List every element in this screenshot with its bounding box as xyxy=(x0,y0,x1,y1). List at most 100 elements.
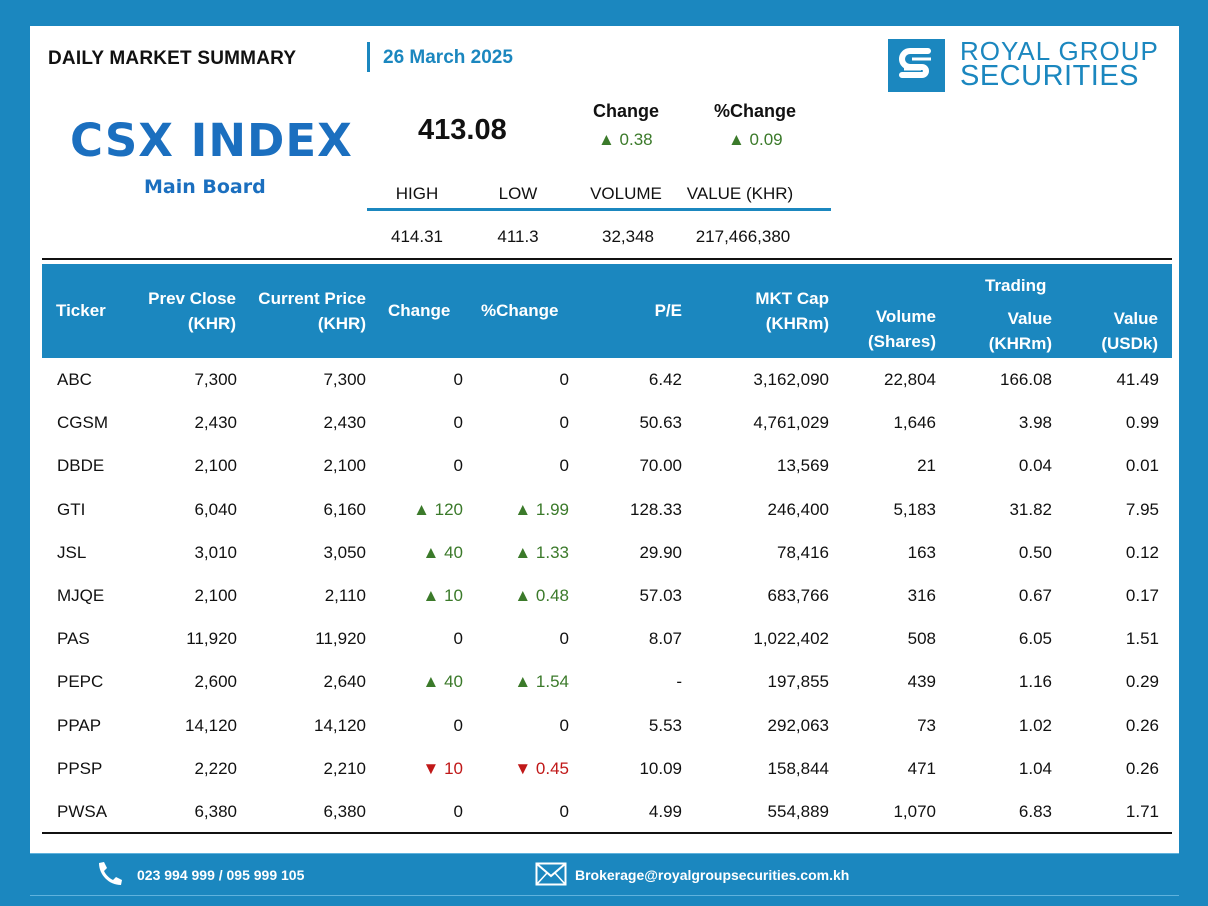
cell-value-usd: 1.71 xyxy=(1125,802,1159,821)
stat-value-volume: 32,348 xyxy=(602,227,654,246)
cell-change: ▼ 10 xyxy=(422,758,463,778)
cell-current-price: 2,430 xyxy=(323,413,366,433)
cell-current-price: 11,920 xyxy=(315,629,366,649)
cell-ticker: PPAP xyxy=(57,715,102,735)
stat-header-volume: VOLUME xyxy=(590,184,662,203)
table-row: PAS 11,920 11,920 0 0 8.07 1,022,402 508 6.05 1.5… xyxy=(30,629,1179,659)
summary-card: DAILY MARKET SUMMARY 26 March 2025 ROYAL… xyxy=(30,26,1179,853)
cell-change: 0 xyxy=(453,802,463,821)
cell-trading-value: 3.98 xyxy=(1018,413,1052,433)
pct-change-value: ▲ 0.09 xyxy=(728,130,783,149)
cell-prev-close: 11,920 xyxy=(186,629,237,649)
cell-pct-change: 0 xyxy=(559,629,569,649)
cell-pct-change: ▲ 0.48 xyxy=(514,586,569,605)
index-name: CSX INDEX xyxy=(70,114,353,167)
email-icon xyxy=(535,862,567,891)
th-volume: Volume (Shares) xyxy=(867,307,936,351)
cell-pct-change: 0 xyxy=(559,456,569,476)
cell-pct-change: ▲ 1.99 xyxy=(514,499,569,519)
cell-change: 0 xyxy=(453,715,463,735)
table-row: ABC 7,300 7,300 0 0 6.42 3,162,090 22,804 166.08… xyxy=(30,370,1179,400)
cell-pe: 57.03 xyxy=(639,586,682,605)
th-pct-change: %Change xyxy=(481,301,559,320)
header-gap xyxy=(368,358,571,360)
cell-trading-value: 0.67 xyxy=(1018,586,1052,605)
cell-change: ▲ 10 xyxy=(422,586,463,605)
cell-mkt-cap: 197,855 xyxy=(767,672,829,692)
th-mkt-cap: MKT Cap (KHRm) xyxy=(755,289,829,333)
cell-prev-close: 2,100 xyxy=(194,586,237,605)
footer-email[interactable]: Brokerage@royalgroupsecurities.com.kh xyxy=(575,867,850,883)
cell-prev-close: 2,600 xyxy=(194,672,237,692)
cell-volume: 316 xyxy=(907,586,936,605)
cell-pct-change: ▲ 1.33 xyxy=(514,542,569,562)
cell-value-usd: 0.26 xyxy=(1125,758,1159,778)
cell-ticker: DBDE xyxy=(57,456,105,476)
cell-pe: 6.42 xyxy=(648,370,682,389)
th-prev-close: Prev Close (KHR) xyxy=(148,289,236,333)
cell-current-price: 6,380 xyxy=(323,802,366,821)
cell-mkt-cap: 554,889 xyxy=(767,802,829,821)
change-label: Change xyxy=(593,101,660,121)
cell-current-price: 2,210 xyxy=(323,758,366,778)
cell-prev-close: 7,300 xyxy=(194,370,237,389)
cell-current-price: 3,050 xyxy=(323,542,366,562)
cell-change: ▲ 120 xyxy=(413,499,463,519)
cell-volume: 471 xyxy=(907,758,936,778)
cell-volume: 22,804 xyxy=(884,370,936,389)
cell-mkt-cap: 683,766 xyxy=(767,586,829,605)
cell-pct-change: 0 xyxy=(559,715,569,735)
cell-trading-value: 6.05 xyxy=(1018,629,1052,649)
cell-value-usd: 0.17 xyxy=(1125,586,1159,605)
cell-mkt-cap: 246,400 xyxy=(767,499,829,519)
cell-mkt-cap: 13,569 xyxy=(777,456,829,476)
cell-ticker: JSL xyxy=(57,542,87,562)
board-name: Main Board xyxy=(144,176,266,198)
cell-ticker: ABC xyxy=(57,370,92,389)
change-value: ▲ 0.38 xyxy=(598,130,653,149)
cell-ticker: PEPC xyxy=(57,672,104,692)
th-change-group xyxy=(368,264,571,358)
cell-mkt-cap: 158,844 xyxy=(767,758,829,778)
footer-phone: 023 994 999 / 095 999 105 xyxy=(137,867,305,883)
cell-prev-close: 2,430 xyxy=(194,413,237,433)
cell-value-usd: 7.95 xyxy=(1125,499,1159,519)
cell-trading-value: 6.83 xyxy=(1018,802,1052,821)
th-value-usd: Value (USDk) xyxy=(1101,309,1158,353)
cell-current-price: 6,160 xyxy=(323,499,366,519)
th-pe: P/E xyxy=(654,301,682,320)
cell-trading-value: 0.50 xyxy=(1018,542,1052,562)
th-change: Change xyxy=(388,301,451,320)
stat-value-value: 217,466,380 xyxy=(695,227,791,246)
title-divider xyxy=(367,42,370,72)
stat-value-low: 411.3 xyxy=(497,227,539,246)
table-row: PWSA 6,380 6,380 0 0 4.99 554,889 1,070 6.83 1.71 xyxy=(30,802,1179,832)
table-row: PEPC 2,600 2,640 ▲ 40 ▲ 1.54 - 197,855 439 1.16 0… xyxy=(30,672,1179,702)
cell-change: 0 xyxy=(453,413,463,433)
cell-pe: 10.09 xyxy=(639,758,682,778)
cell-change: ▲ 40 xyxy=(422,542,463,562)
cell-mkt-cap: 78,416 xyxy=(777,542,829,562)
cell-change: 0 xyxy=(453,629,463,649)
index-value: 413.08 xyxy=(418,114,507,146)
cell-pe: 50.63 xyxy=(639,413,682,433)
cell-trading-value: 1.04 xyxy=(1018,758,1052,778)
pct-change-label: %Change xyxy=(714,101,797,121)
th-trading-value: Value (KHRm) xyxy=(988,309,1052,353)
phone-icon xyxy=(94,860,124,891)
cell-current-price: 2,110 xyxy=(324,586,366,605)
cell-pe: 8.07 xyxy=(648,629,682,649)
section-divider xyxy=(42,258,1172,260)
cell-trading-value: 1.16 xyxy=(1018,672,1052,692)
cell-value-usd: 0.12 xyxy=(1125,542,1159,562)
cell-pe: 5.53 xyxy=(648,715,682,735)
cell-pe: 70.00 xyxy=(639,456,682,476)
cell-change: 0 xyxy=(453,456,463,476)
stat-header-value: VALUE (KHR) xyxy=(686,184,794,203)
cell-pct-change: ▲ 1.54 xyxy=(514,672,569,692)
cell-ticker: PAS xyxy=(57,629,90,649)
table-row: MJQE 2,100 2,110 ▲ 10 ▲ 0.48 57.03 683,766 316 0… xyxy=(30,586,1179,616)
cell-trading-value: 166.08 xyxy=(1000,370,1052,389)
cell-trading-value: 31.82 xyxy=(1009,499,1052,519)
logo-text-top: ROYAL GROUP xyxy=(960,36,1159,66)
